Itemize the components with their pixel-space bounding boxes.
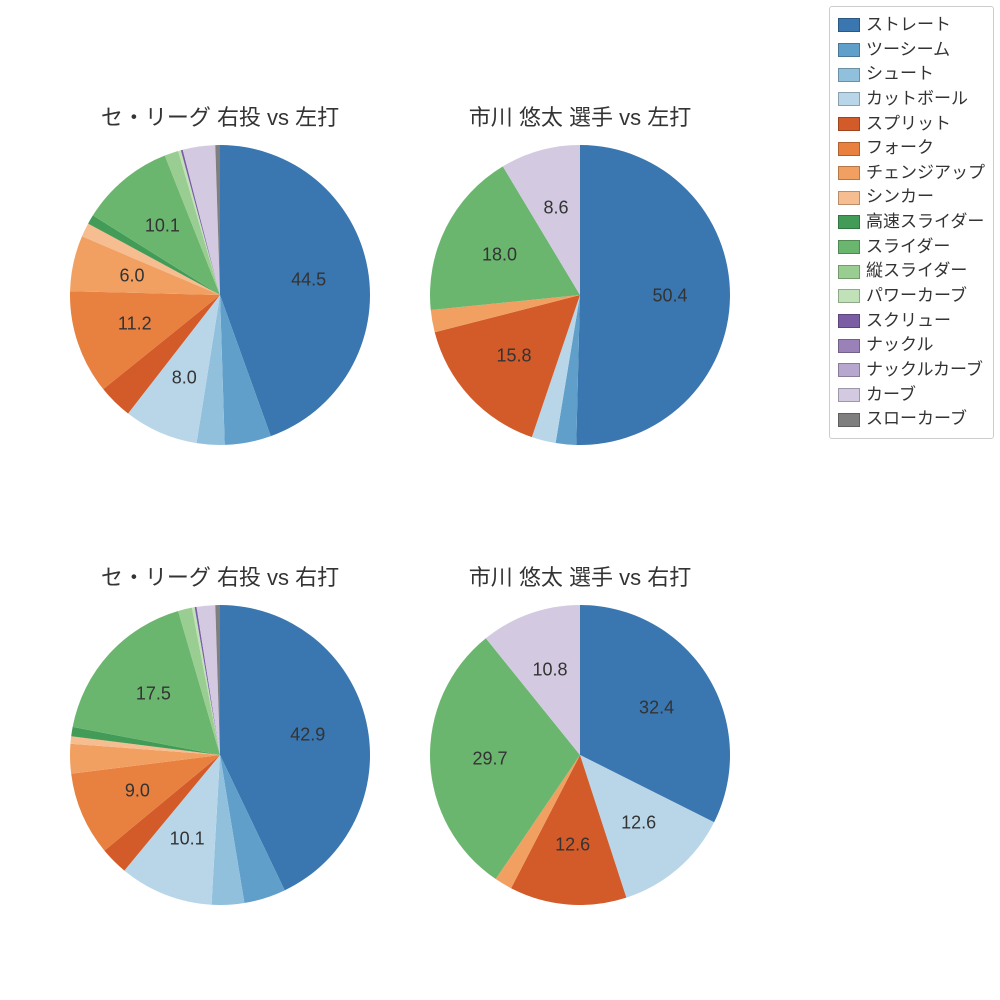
- legend-label: カーブ: [866, 383, 916, 408]
- legend-swatch: [838, 289, 860, 303]
- legend-label: スライダー: [866, 235, 950, 260]
- legend-swatch: [838, 240, 860, 254]
- legend-swatch: [838, 117, 860, 131]
- chart-title: 市川 悠太 選手 vs 右打: [469, 560, 691, 592]
- legend-swatch: [838, 363, 860, 377]
- legend-label: ツーシーム: [866, 38, 950, 63]
- legend-swatch: [838, 388, 860, 402]
- legend-label: フォーク: [866, 136, 934, 161]
- legend-swatch: [838, 191, 860, 205]
- legend-swatch: [838, 215, 860, 229]
- pie-slice: [576, 145, 730, 445]
- legend-swatch: [838, 413, 860, 427]
- legend-label: ナックル: [866, 333, 934, 358]
- legend-swatch: [838, 68, 860, 82]
- legend-item: パワーカーブ: [838, 284, 985, 309]
- chart-title: セ・リーグ 右投 vs 左打: [101, 100, 339, 132]
- legend-label: パワーカーブ: [866, 284, 967, 309]
- legend-item: ナックル: [838, 333, 985, 358]
- legend-swatch: [838, 314, 860, 328]
- legend-swatch: [838, 166, 860, 180]
- legend-item: ナックルカーブ: [838, 358, 985, 383]
- pie-chart: [70, 145, 370, 445]
- legend-label: シンカー: [866, 185, 934, 210]
- legend-label: シュート: [866, 62, 934, 87]
- legend-item: 縦スライダー: [838, 259, 985, 284]
- legend-label: ストレート: [866, 13, 951, 38]
- legend-label: カットボール: [866, 87, 968, 112]
- legend-swatch: [838, 265, 860, 279]
- legend-item: ストレート: [838, 13, 985, 38]
- legend-item: スクリュー: [838, 309, 985, 334]
- legend-item: 高速スライダー: [838, 210, 985, 235]
- legend-item: チェンジアップ: [838, 161, 985, 186]
- pie-chart: [430, 145, 730, 445]
- legend-swatch: [838, 18, 860, 32]
- legend-label: 高速スライダー: [866, 210, 984, 235]
- legend-label: チェンジアップ: [866, 161, 985, 186]
- legend-swatch: [838, 339, 860, 353]
- pie-chart: [430, 605, 730, 905]
- legend-item: スプリット: [838, 112, 985, 137]
- legend-swatch: [838, 142, 860, 156]
- chart-title: セ・リーグ 右投 vs 右打: [101, 560, 339, 592]
- legend-item: スライダー: [838, 235, 985, 260]
- legend-label: スクリュー: [866, 309, 951, 334]
- legend-item: カットボール: [838, 87, 985, 112]
- legend-label: ナックルカーブ: [866, 358, 983, 383]
- legend-item: カーブ: [838, 383, 985, 408]
- legend-item: ツーシーム: [838, 38, 985, 63]
- legend-item: フォーク: [838, 136, 985, 161]
- legend-item: スローカーブ: [838, 407, 985, 432]
- legend-swatch: [838, 43, 860, 57]
- legend-label: 縦スライダー: [866, 259, 967, 284]
- pie-chart: [70, 605, 370, 905]
- chart-stage: ストレートツーシームシュートカットボールスプリットフォークチェンジアップシンカー…: [0, 0, 1000, 1000]
- legend: ストレートツーシームシュートカットボールスプリットフォークチェンジアップシンカー…: [829, 6, 994, 439]
- chart-title: 市川 悠太 選手 vs 左打: [469, 100, 691, 132]
- legend-swatch: [838, 92, 860, 106]
- legend-label: スプリット: [866, 112, 951, 137]
- legend-item: シュート: [838, 62, 985, 87]
- legend-label: スローカーブ: [866, 407, 967, 432]
- legend-item: シンカー: [838, 185, 985, 210]
